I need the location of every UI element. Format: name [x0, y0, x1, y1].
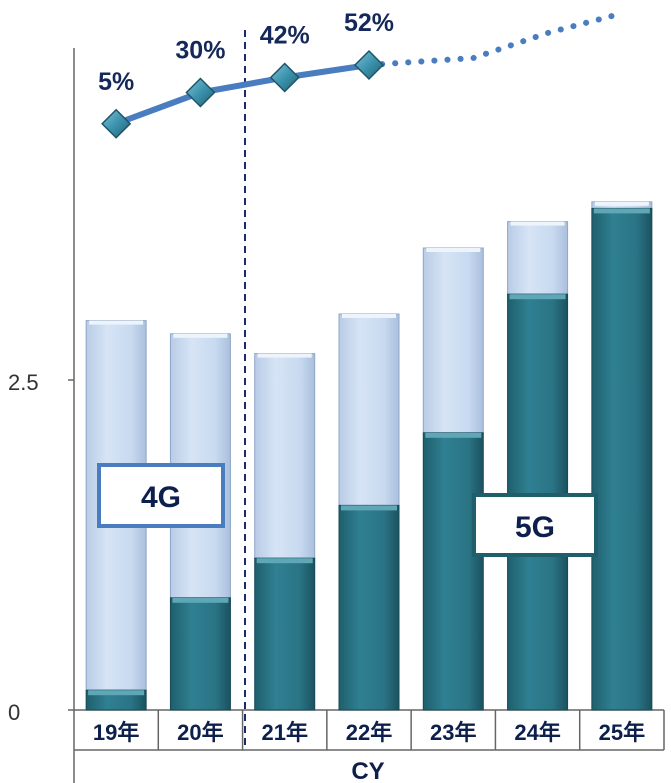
bar-4g: [338, 313, 400, 506]
ratio-label: 52%: [344, 9, 394, 37]
bar-4g: [422, 247, 484, 434]
bar-5g-cap: [593, 208, 650, 214]
category-label: 20年: [177, 720, 223, 745]
bar-5g: [422, 432, 484, 711]
category-label: 22年: [346, 720, 392, 745]
category-label: 23年: [430, 720, 476, 745]
ratio-marker: [353, 49, 385, 81]
bar-5g-cap: [341, 505, 397, 511]
category-separators: [157, 710, 665, 750]
bar-5g-cap: [256, 558, 313, 564]
bar-5g-cap: [172, 597, 229, 603]
ratio-label: 30%: [175, 37, 225, 65]
legend-box-5g: 5G: [472, 493, 598, 557]
bars: [85, 201, 653, 711]
bar-4g-cap: [173, 333, 228, 338]
ratio-marker: [101, 108, 132, 139]
legend-label-5g: 5G: [515, 511, 555, 544]
bar-5g-cap: [88, 690, 145, 696]
ratio-marker: [185, 77, 216, 108]
bar-4g-cap: [257, 353, 312, 358]
bar-5g: [169, 597, 231, 711]
y-tick-label-0: 0: [8, 700, 20, 725]
category-label: 24年: [514, 720, 560, 745]
bar-5g-cap: [425, 432, 482, 438]
legend-label-4g: 4G: [141, 481, 181, 514]
x-axis-title: CY: [351, 758, 384, 783]
bar-4g-cap: [426, 248, 481, 252]
category-label: 21年: [261, 720, 307, 745]
bar-4g-cap: [594, 201, 649, 206]
legend-box-5g-frame: [472, 493, 598, 557]
ratio-label: 42%: [260, 22, 310, 50]
category-label: 25年: [599, 720, 645, 745]
bar-5g-cap: [509, 294, 566, 300]
ratio-line-solid: [113, 62, 372, 127]
ratio-marker: [269, 62, 300, 93]
bar-4g-cap: [510, 221, 565, 226]
legend-box-4g-frame: [97, 463, 225, 528]
ratio-line-projection: [366, 13, 615, 68]
bar-4g: [507, 221, 569, 295]
category-label: 19年: [93, 720, 139, 745]
bar-4g-cap: [342, 314, 396, 318]
ratio-line: 5% 30% 42% 52%: [98, 9, 615, 139]
bar-5g: [254, 557, 316, 711]
bar-4g-cap: [89, 320, 144, 325]
ratio-label: 5%: [98, 68, 134, 96]
bar-5g: [591, 207, 653, 711]
legend-box-4g: 4G: [97, 463, 225, 528]
y-tick-label-1: 2.5: [8, 370, 39, 395]
bar-4g: [254, 353, 316, 559]
bar-5g: [338, 504, 400, 711]
category-labels: 19年 20年 21年 22年 23年 24年 25年: [93, 720, 645, 745]
